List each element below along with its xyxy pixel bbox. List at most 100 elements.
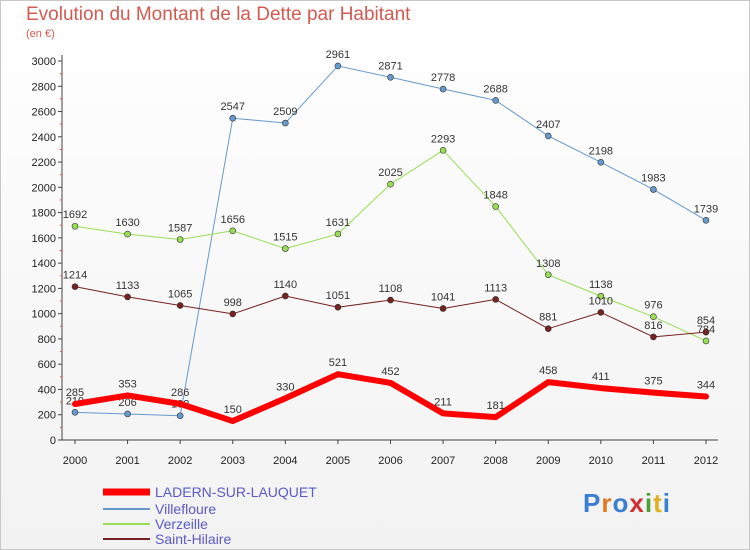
data-label: 521 (329, 357, 347, 369)
x-tick-label: 2012 (694, 455, 718, 467)
data-label: 1587 (168, 223, 192, 235)
data-point (597, 309, 605, 316)
data-point (544, 325, 552, 333)
data-label: 2198 (589, 145, 613, 157)
data-point (229, 227, 237, 235)
logo-letter: i (662, 488, 671, 518)
x-tick-label: 2003 (221, 455, 245, 467)
data-label: 211 (434, 396, 452, 408)
data-label: 411 (592, 371, 610, 383)
data-label: 816 (644, 320, 662, 332)
y-tick-label: 2600 (32, 107, 56, 119)
legend-label: Verzeille (155, 516, 208, 532)
data-point (702, 328, 710, 336)
y-tick-label: 1400 (32, 258, 56, 270)
x-tick-label: 2009 (536, 455, 560, 467)
data-label: 452 (381, 366, 399, 378)
x-tick-label: 2002 (168, 455, 192, 467)
data-label: 285 (66, 387, 84, 399)
data-label: 1113 (484, 282, 507, 294)
data-label: 2407 (536, 119, 560, 131)
data-label: 1630 (115, 217, 139, 229)
y-tick-label: 400 (38, 384, 56, 396)
data-label: 2509 (273, 106, 297, 118)
series-line-0 (72, 371, 709, 425)
data-point (544, 271, 552, 279)
x-tick-label: 2004 (273, 455, 297, 467)
logo-letter: o (612, 488, 630, 518)
x-tick-label: 2008 (483, 455, 507, 467)
data-point (282, 119, 289, 127)
logo-letter: r (601, 488, 613, 518)
y-tick-label: 600 (38, 359, 56, 371)
data-label: 1739 (694, 203, 718, 215)
data-label: 1051 (326, 290, 350, 302)
data-point (387, 180, 394, 188)
y-tick-label: 1800 (32, 208, 56, 220)
data-label: 2025 (378, 167, 402, 179)
data-label: 150 (224, 404, 242, 416)
data-point (492, 203, 499, 210)
data-label: 2547 (221, 101, 245, 113)
data-point (282, 245, 289, 252)
data-point (71, 283, 79, 290)
data-label: 1692 (63, 209, 87, 221)
data-label: 206 (118, 397, 136, 409)
data-label: 1133 (116, 280, 140, 292)
legend-label: LADERN-SUR-LAUQUET (155, 484, 317, 500)
logo-letter: P (583, 488, 602, 518)
chart-subtitle: (en €) (26, 28, 55, 40)
data-point (124, 230, 131, 238)
data-point (702, 217, 710, 224)
data-point (439, 147, 447, 154)
data-label: 2688 (483, 83, 507, 95)
data-label: 1656 (221, 214, 245, 226)
x-tick-label: 2007 (431, 455, 455, 467)
data-point (650, 333, 657, 341)
data-label: 1848 (483, 190, 507, 202)
x-tick-label: 2005 (326, 455, 350, 467)
data-point (334, 303, 342, 311)
data-label: 1214 (63, 270, 87, 282)
x-tick-label: 2000 (63, 455, 87, 467)
y-tick-label: 2400 (32, 132, 56, 144)
logo-letter: i (644, 488, 654, 518)
legend-label: Saint-Hilaire (155, 531, 231, 547)
data-point (176, 302, 184, 309)
data-label: 1138 (589, 279, 613, 291)
data-point (492, 97, 499, 104)
data-point (282, 292, 289, 300)
x-tick-label: 2006 (378, 455, 402, 467)
data-point (387, 73, 394, 81)
y-tick-label: 1600 (32, 233, 56, 245)
data-label: 1010 (589, 295, 613, 307)
data-label: 881 (539, 312, 557, 324)
data-point (702, 337, 710, 345)
legend-label: Villefloure (155, 501, 216, 517)
data-label: 330 (276, 381, 294, 393)
y-tick-label: 2200 (32, 157, 56, 169)
y-tick-label: 800 (38, 334, 56, 346)
data-label: 976 (644, 300, 662, 312)
data-label: 1308 (536, 258, 560, 270)
data-point (71, 409, 79, 416)
data-label: 998 (224, 297, 242, 309)
data-point (229, 114, 237, 122)
data-point (229, 310, 237, 318)
data-label: 854 (697, 315, 715, 327)
series-line-1 (74, 65, 707, 417)
data-label: 458 (539, 365, 557, 377)
data-point (124, 410, 131, 418)
logo-letter: x (629, 488, 645, 518)
y-tick-label: 1200 (32, 283, 56, 295)
data-point (492, 296, 499, 303)
data-label: 286 (171, 387, 189, 399)
y-tick-label: 200 (38, 410, 56, 422)
data-point (597, 292, 605, 300)
data-label: 1515 (273, 232, 297, 244)
data-label: 1631 (326, 217, 350, 229)
data-label: 1065 (168, 288, 192, 300)
data-label: 2778 (431, 72, 455, 84)
